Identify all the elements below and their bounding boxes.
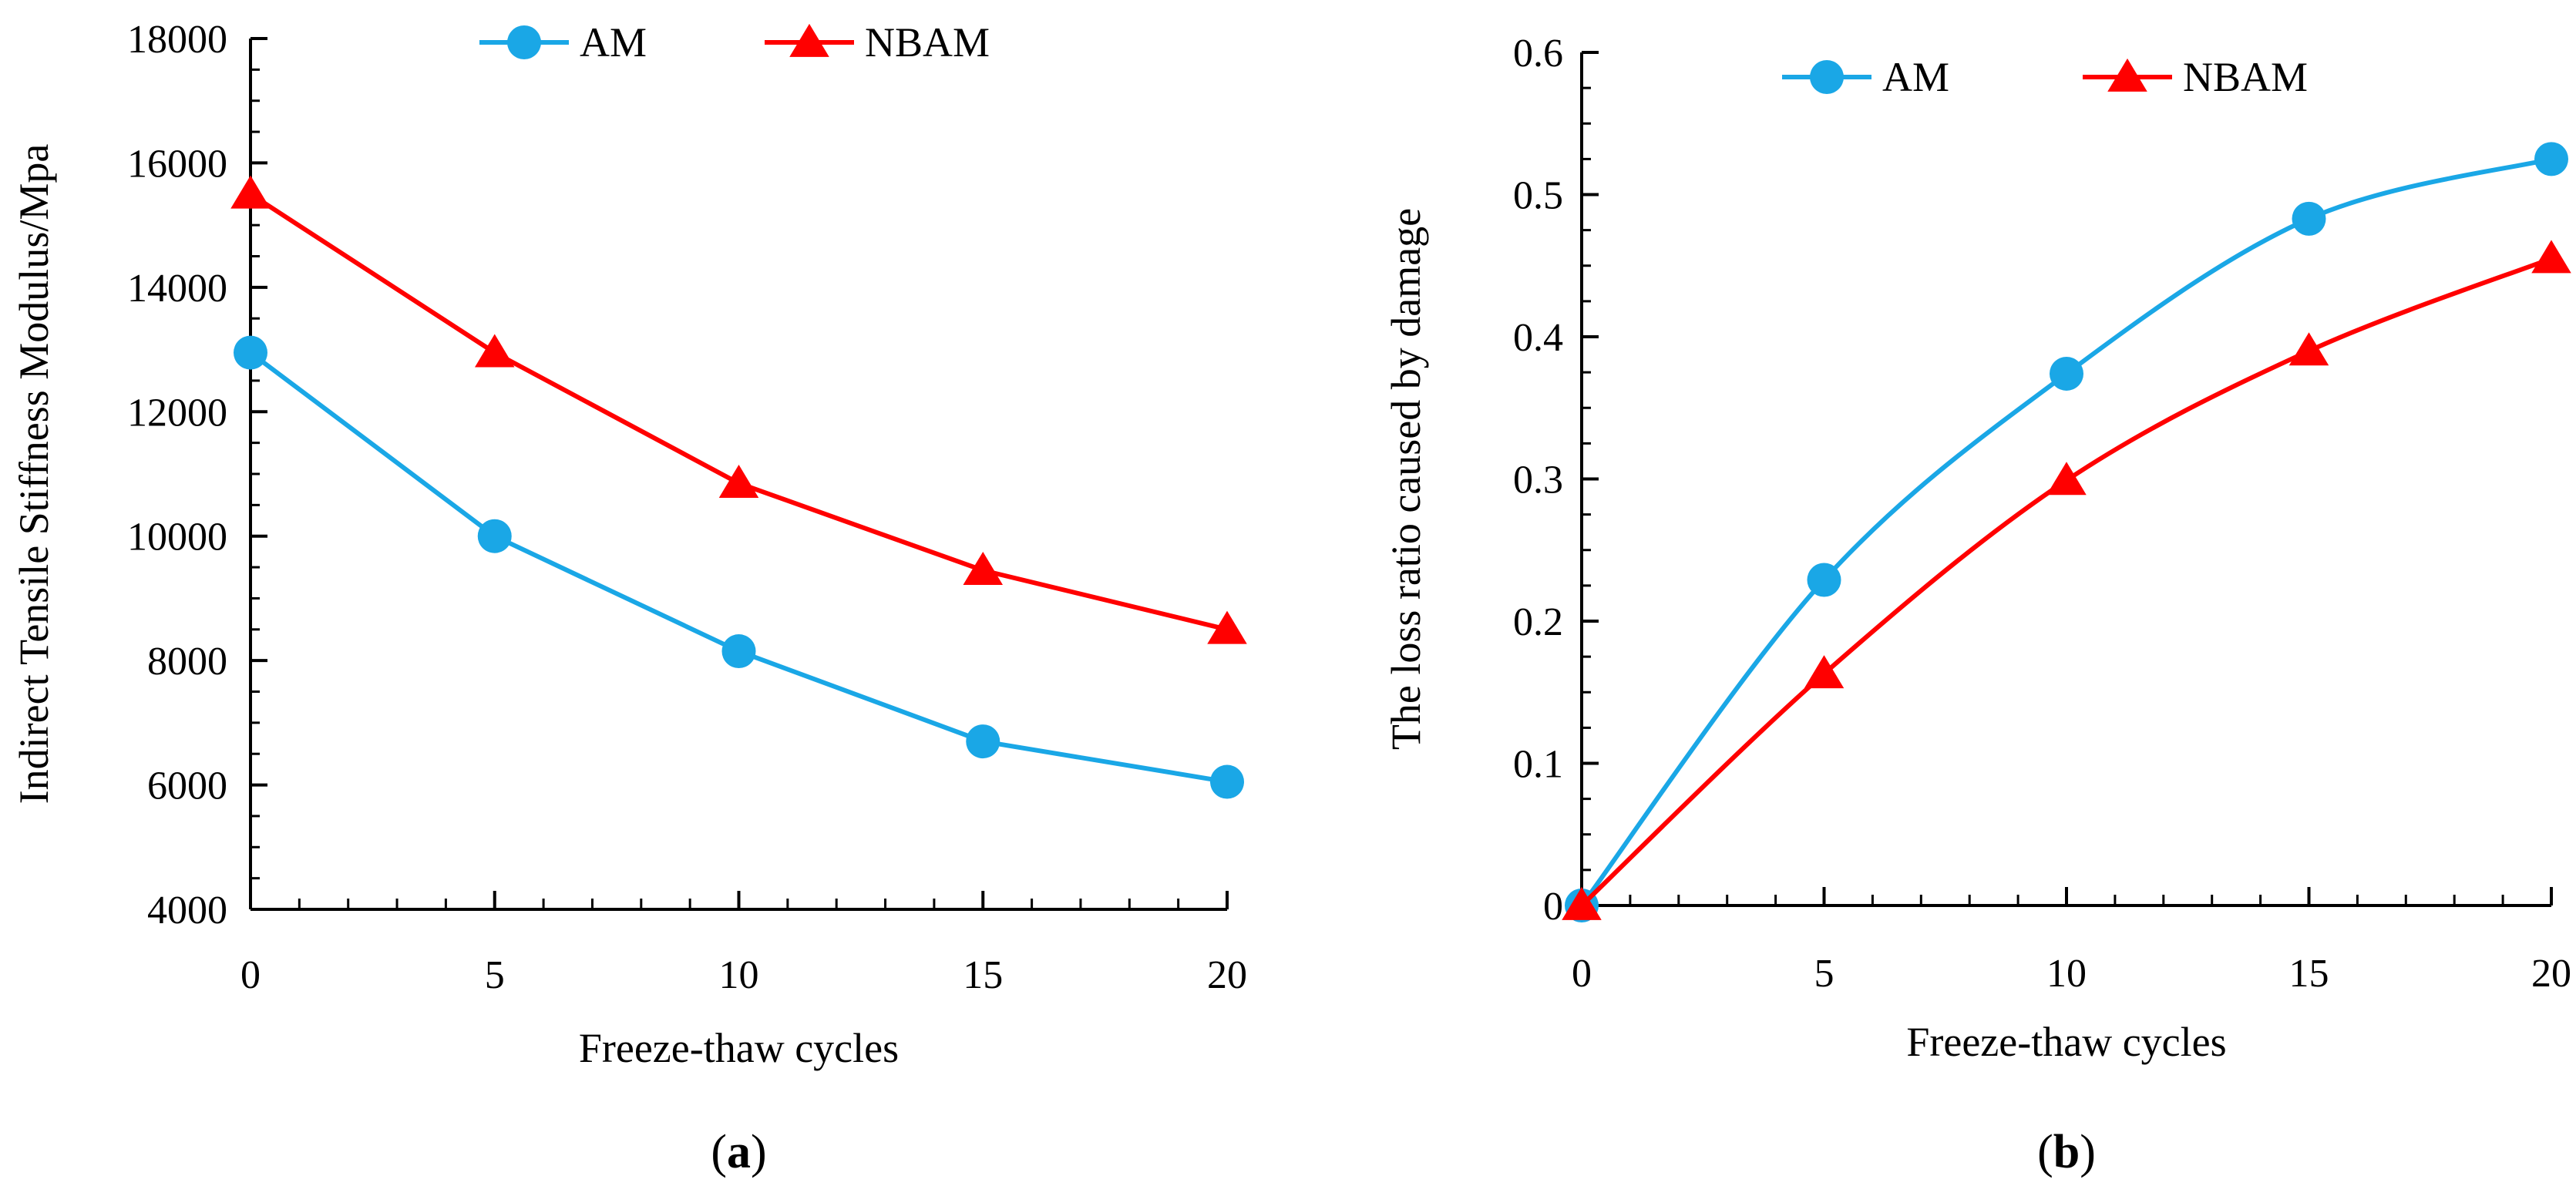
data-point-nbam xyxy=(474,334,515,368)
legend-marker-am xyxy=(1810,60,1844,94)
caption-panel-letter: b xyxy=(2053,1126,2080,1178)
x-tick-label: 20 xyxy=(1207,953,1247,997)
y-tick-label: 16000 xyxy=(127,142,227,186)
chart-panel-a: 4000 6000 8000 10000 12000 14000 16000 18000 0 5 1… xyxy=(11,18,1247,1178)
data-point-nbam xyxy=(1207,610,1247,644)
legend-marker-am xyxy=(507,25,541,59)
y-tick-label: 0.6 xyxy=(1513,32,1563,76)
y-tick-label: 0 xyxy=(1543,885,1563,929)
x-axis-title: Freeze-thaw cycles xyxy=(579,1025,899,1071)
data-point-am xyxy=(2050,356,2083,391)
panel-caption: (b) xyxy=(2037,1126,2096,1178)
legend-label-am: AM xyxy=(580,19,647,66)
data-point-am xyxy=(2292,201,2326,236)
legend-marker-nbam xyxy=(789,23,829,57)
y-tick-label: 0.3 xyxy=(1513,459,1563,502)
series-line-nbam xyxy=(1579,256,2553,908)
legend-label-nbam: NBAM xyxy=(865,19,990,66)
y-tick-label: 0.1 xyxy=(1513,743,1563,787)
data-point-nbam xyxy=(963,551,1004,585)
y-tick-label: 12000 xyxy=(127,391,227,435)
y-axis-title: The loss ratio caused by damage xyxy=(1383,208,1429,750)
data-point-am xyxy=(1807,563,1841,597)
data-point-nbam xyxy=(2288,332,2329,366)
y-tick-label: 18000 xyxy=(127,18,227,62)
series-line-nbam xyxy=(249,192,1228,632)
legend-label-nbam: NBAM xyxy=(2183,54,2308,100)
x-tick-label: 15 xyxy=(963,953,1003,997)
x-tick-label: 15 xyxy=(2289,952,2329,996)
x-tick-label: 10 xyxy=(2046,952,2087,996)
x-tick-label: 0 xyxy=(240,953,261,997)
y-tick-label: 4000 xyxy=(147,889,227,932)
data-point-am xyxy=(1210,764,1244,799)
x-axis-title: Freeze-thaw cycles xyxy=(1906,1019,2226,1065)
data-point-nbam xyxy=(2046,462,2087,496)
data-point-am xyxy=(477,519,512,553)
data-point-am xyxy=(2534,142,2568,176)
caption-panel-letter: a xyxy=(727,1126,751,1178)
y-axis-title: Indirect Tensile Stiffness Modulus/Mpa xyxy=(11,144,57,805)
data-point-nbam xyxy=(230,175,271,209)
data-point-nbam xyxy=(718,464,759,498)
x-tick-label: 20 xyxy=(2531,952,2571,996)
legend-marker-nbam xyxy=(2107,58,2147,92)
data-point-nbam xyxy=(1562,886,1602,920)
caption-close-paren: ) xyxy=(2080,1126,2096,1178)
y-tick-label: 0.4 xyxy=(1513,316,1563,360)
legend-label-am: AM xyxy=(1882,54,1949,100)
data-point-am xyxy=(721,634,756,669)
data-point-am xyxy=(234,335,267,370)
data-point-am xyxy=(966,724,1000,759)
caption-open-paren: ( xyxy=(2037,1126,2053,1178)
caption-close-paren: ) xyxy=(751,1126,767,1178)
y-tick-label: 10000 xyxy=(127,516,227,559)
series-line-am xyxy=(249,351,1228,785)
data-point-nbam xyxy=(2531,240,2571,274)
data-point-nbam xyxy=(1804,655,1845,689)
x-tick-label: 0 xyxy=(1572,952,1592,996)
x-tick-label: 5 xyxy=(1814,952,1834,996)
caption-open-paren: ( xyxy=(711,1126,727,1178)
panel-caption: (a) xyxy=(711,1126,766,1178)
y-tick-label: 6000 xyxy=(147,764,227,808)
chart-panel-b: 0 0.1 0.2 0.3 0.4 0.5 0.6 0 5 10 15 20 The loss rati… xyxy=(1383,32,2571,1178)
x-tick-label: 5 xyxy=(485,953,505,997)
y-tick-label: 0.5 xyxy=(1513,174,1563,218)
series-line-am xyxy=(1579,156,2552,907)
y-tick-label: 14000 xyxy=(127,267,227,311)
x-tick-label: 10 xyxy=(719,953,759,997)
y-tick-label: 0.2 xyxy=(1513,600,1563,644)
y-tick-label: 8000 xyxy=(147,640,227,684)
